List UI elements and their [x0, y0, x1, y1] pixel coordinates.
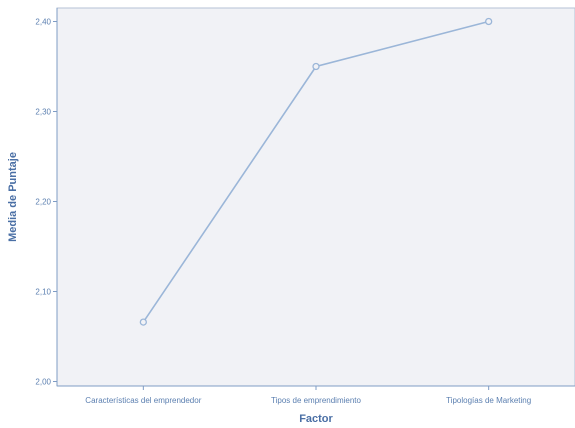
y-tick-label: 2,40 [35, 18, 51, 27]
x-tick-label: Tipologías de Marketing [446, 396, 531, 405]
y-ticks: 2,00 2,10 2,20 2,30 2,40 [35, 18, 57, 387]
y-tick-label: 2,20 [35, 198, 51, 207]
y-tick-label: 2,30 [35, 108, 51, 117]
y-tick-label: 2,10 [35, 288, 51, 297]
x-tick-label: Características del emprendedor [85, 396, 201, 405]
data-point [485, 17, 493, 26]
x-axis-title: Factor [299, 413, 333, 425]
data-point [312, 62, 320, 71]
x-tick-label: Tipos de emprendimiento [271, 396, 362, 405]
y-axis-title: Media de Puntaje [7, 152, 19, 242]
data-points [139, 17, 493, 326]
data-point [139, 318, 147, 326]
y-tick-label: 2,00 [35, 378, 51, 387]
x-ticks: Características del emprendedor Tipos de … [85, 386, 531, 405]
